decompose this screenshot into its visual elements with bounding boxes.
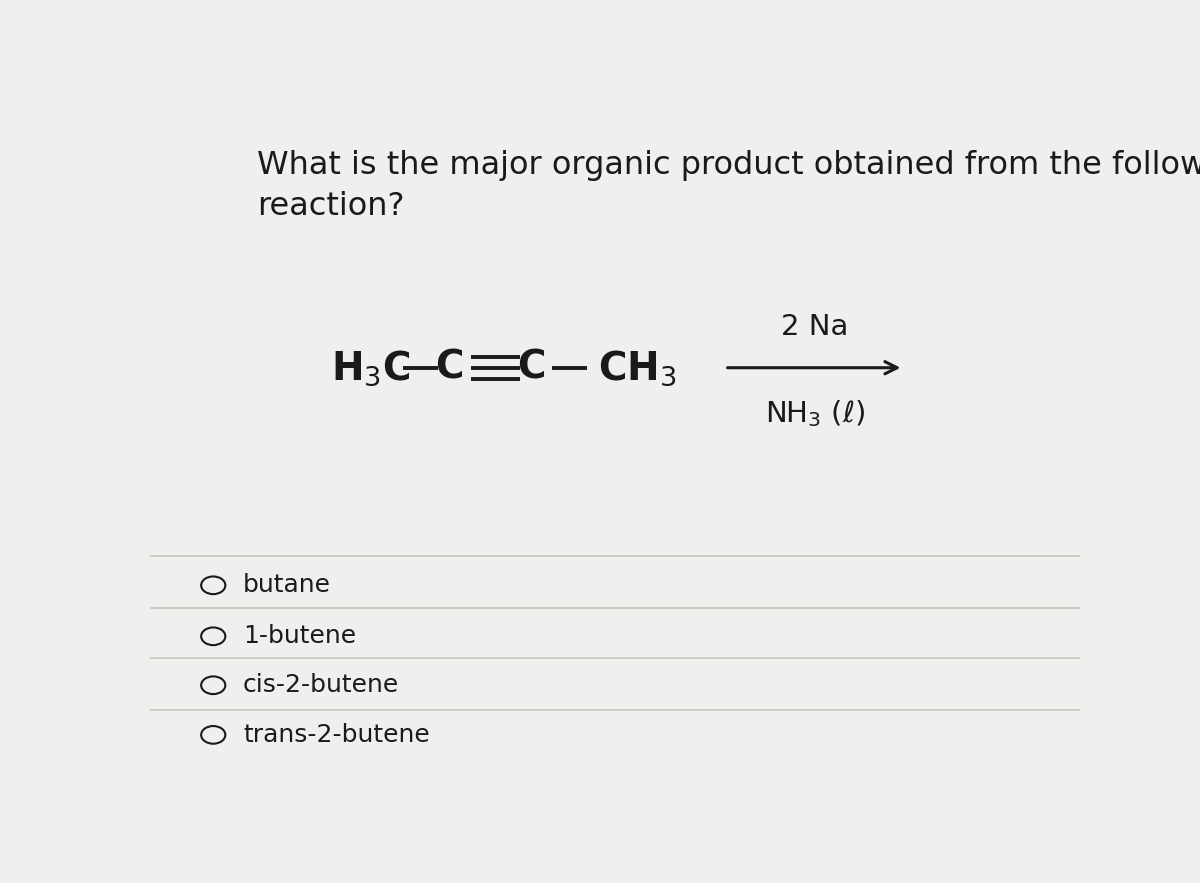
Text: NH$_3$ ($\ell$): NH$_3$ ($\ell$) [764, 398, 865, 428]
Text: cis-2-butene: cis-2-butene [242, 673, 400, 698]
Text: trans-2-butene: trans-2-butene [242, 723, 430, 747]
Text: C: C [517, 349, 546, 387]
Text: 1-butene: 1-butene [242, 624, 356, 648]
Text: 2 Na: 2 Na [781, 313, 848, 341]
Text: C: C [436, 349, 463, 387]
Text: What is the major organic product obtained from the following: What is the major organic product obtain… [257, 150, 1200, 181]
Text: reaction?: reaction? [257, 191, 404, 222]
Text: butane: butane [242, 573, 331, 597]
Text: H$_3$C: H$_3$C [331, 348, 410, 388]
Text: CH$_3$: CH$_3$ [599, 348, 677, 388]
